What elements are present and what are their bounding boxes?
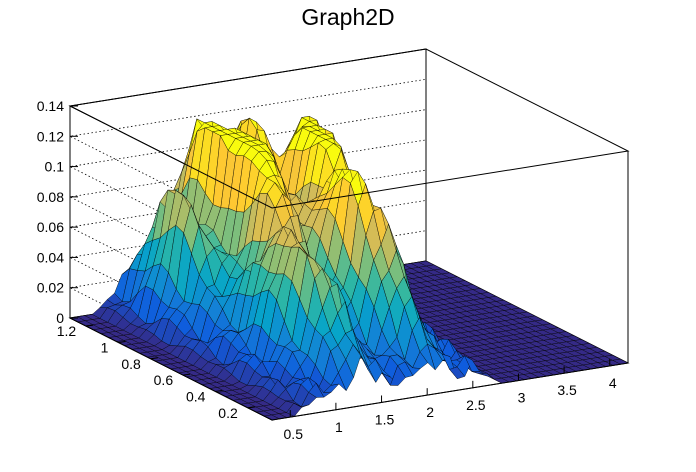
y-axis-line — [69, 317, 273, 421]
z-tick-label: 0.1 — [45, 159, 65, 175]
z-tick-label: 0.08 — [37, 189, 64, 205]
y-tick-label: 0.2 — [218, 405, 238, 421]
x-tick-label: 3.5 — [557, 382, 577, 398]
x-tick-label: 4 — [609, 375, 617, 391]
axis-tick-labels: 0 0.02 0.04 0.06 0.08 0.1 0.12 0.14 0.5 1 1.5 2 2.5 3… — [37, 98, 617, 442]
y-tick-label: 1.2 — [57, 323, 77, 339]
y-tick — [183, 373, 191, 376]
z-tick-label: 0.14 — [37, 98, 64, 114]
x-tick-label: 1.5 — [375, 411, 395, 427]
x-tick-label: 0.5 — [284, 426, 304, 442]
x-tick-label: 3 — [518, 390, 526, 406]
chart-title: Graph2D — [301, 4, 395, 30]
y-tick-label: 0.8 — [121, 356, 141, 372]
z-tick-label: 0.04 — [37, 249, 64, 265]
z-tick-label: 0.06 — [37, 219, 64, 235]
z-tick-label: 0.02 — [37, 280, 64, 296]
y-tick-label: 0.6 — [154, 372, 174, 388]
y-tick — [118, 340, 126, 343]
frame-front — [68, 48, 630, 421]
surface-mesh — [69, 115, 629, 421]
y-tick-label: 1 — [101, 339, 109, 355]
y-tick — [86, 324, 94, 327]
top-frame — [68, 48, 630, 209]
y-tick-label: 0.4 — [186, 388, 206, 404]
y-tick — [247, 406, 255, 409]
z-tick-label: 0 — [56, 310, 64, 326]
x-axis-line — [271, 362, 629, 421]
x-tick-label: 2.5 — [466, 397, 486, 413]
x-tick-label: 1 — [335, 419, 343, 435]
y-tick — [150, 357, 158, 360]
y-tick — [215, 389, 223, 392]
x-tick-label: 2 — [426, 404, 434, 420]
z-tick-label: 0.12 — [37, 128, 64, 144]
